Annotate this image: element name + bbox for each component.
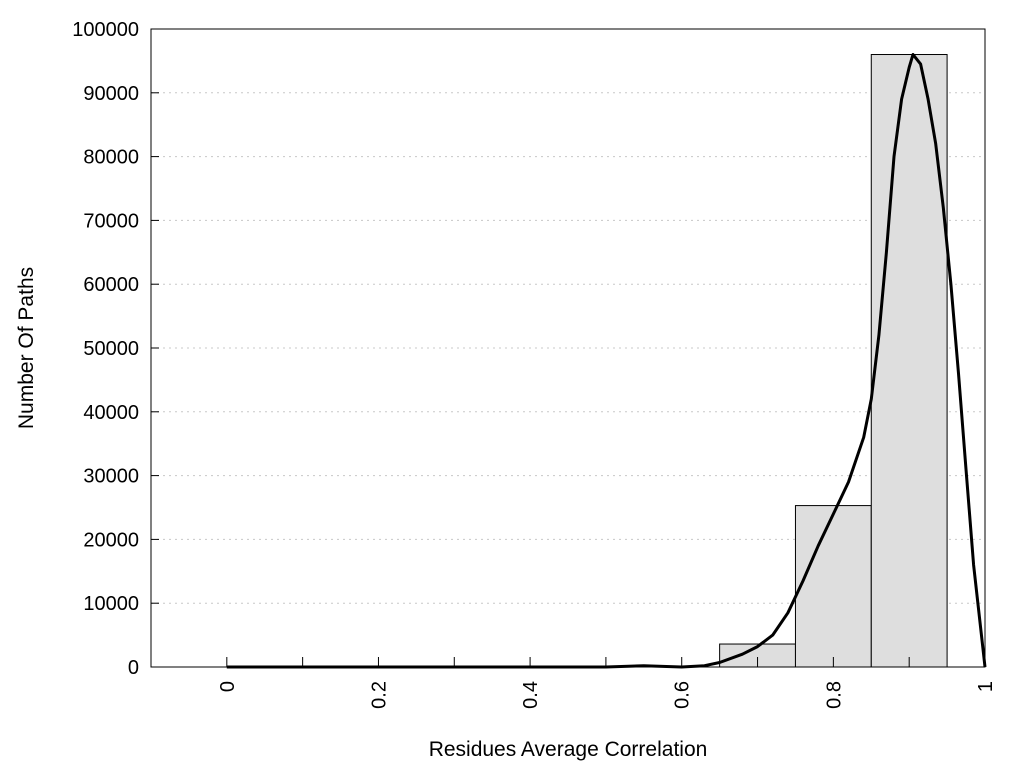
fit-curve	[226, 53, 987, 669]
bars	[719, 54, 948, 668]
y-tick-label: 70000	[83, 210, 139, 232]
x-tick-label: 0.8	[823, 681, 845, 709]
x-axis-ticks: 0 0.2 0.4 0.6 0.8 1	[217, 657, 997, 709]
fit-curve-layer	[226, 53, 987, 669]
y-tick-label: 90000	[83, 83, 139, 105]
histogram-bar	[794, 505, 872, 668]
y-tick-label: 10000	[83, 593, 139, 615]
y-tick-label: 20000	[83, 529, 139, 551]
y-tick-label: 0	[128, 657, 139, 679]
grid-lines	[151, 92, 985, 604]
x-tick-label: 0	[217, 681, 239, 692]
y-tick-label: 50000	[83, 338, 139, 360]
y-axis-ticks: 0 10000 20000 30000 40000 50000 60000 70000 8000…	[72, 19, 159, 679]
x-axis-title: Residues Average Correlation	[429, 738, 708, 761]
x-tick-label: 1	[975, 681, 997, 692]
y-tick-label: 40000	[83, 402, 139, 424]
y-tick-label: 100000	[72, 19, 139, 41]
x-tick-label: 0.6	[672, 681, 694, 709]
x-tick-label: 0.2	[368, 681, 390, 709]
y-tick-label: 80000	[83, 147, 139, 169]
y-tick-label: 60000	[83, 274, 139, 296]
y-tick-label: 30000	[83, 466, 139, 488]
y-axis-title: Number Of Paths	[15, 267, 38, 429]
x-tick-label: 0.4	[520, 681, 542, 709]
